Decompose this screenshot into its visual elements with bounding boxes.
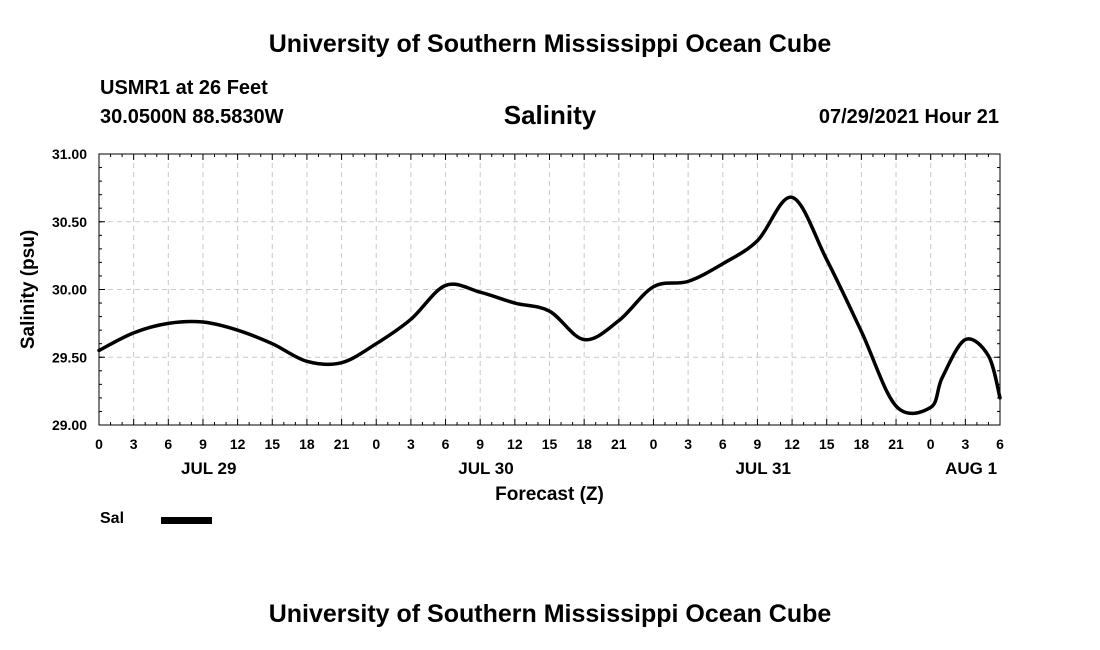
x-tick-label: 9 (754, 436, 762, 452)
x-tick-label: 18 (576, 436, 592, 452)
x-tick-label: 12 (230, 436, 246, 452)
series-line-sal (97, 195, 1002, 416)
x-tick-label: 18 (854, 436, 870, 452)
y-tick-label: 29.50 (52, 349, 87, 365)
x-tick-label: 15 (819, 436, 835, 452)
x-day-label: JUL 30 (458, 459, 513, 478)
x-day-label: AUG 1 (945, 459, 997, 478)
legend-swatch (161, 517, 212, 524)
x-tick-label: 0 (372, 436, 380, 452)
x-tick-label: 0 (927, 436, 935, 452)
station-label: USMR1 at 26 Feet (100, 77, 268, 99)
y-tick-label: 30.50 (52, 214, 87, 230)
y-tick-label: 29.00 (52, 417, 87, 433)
x-day-label: JUL 31 (735, 459, 790, 478)
x-tick-label: 15 (264, 436, 280, 452)
x-tick-label: 3 (407, 436, 415, 452)
x-tick-label: 6 (719, 436, 727, 452)
x-tick-label: 6 (164, 436, 172, 452)
x-tick-label: 21 (334, 436, 350, 452)
x-axis-title: Forecast (Z) (495, 484, 604, 505)
y-axis-title: Salinity (psu) (18, 230, 39, 349)
chart-title: Salinity (503, 100, 597, 130)
forecast-timestamp: 07/29/2021 Hour 21 (818, 106, 999, 128)
station-coordinates: 30.0500N 88.5830W (100, 106, 284, 128)
x-tick-label: 15 (542, 436, 558, 452)
x-tick-label: 3 (684, 436, 692, 452)
x-tick-label: 18 (299, 436, 315, 452)
y-tick-label: 30.00 (52, 282, 87, 298)
x-tick-label: 6 (996, 436, 1004, 452)
x-tick-label: 6 (442, 436, 450, 452)
x-tick-label: 9 (199, 436, 207, 452)
legend-label: Sal (100, 510, 125, 527)
page-title: University of Southern Mississippi Ocean… (268, 30, 832, 58)
x-tick-label: 3 (130, 436, 138, 452)
x-tick-label: 3 (961, 436, 969, 452)
x-day-label: JUL 29 (181, 459, 236, 478)
x-tick-label: 21 (611, 436, 627, 452)
x-tick-label: 9 (476, 436, 484, 452)
x-tick-label: 0 (650, 436, 658, 452)
x-tick-label: 12 (784, 436, 800, 452)
x-tick-label: 12 (507, 436, 523, 452)
footer-title: University of Southern Mississippi Ocean… (268, 600, 832, 628)
y-tick-label: 31.00 (52, 146, 87, 162)
x-tick-label: 21 (888, 436, 904, 452)
x-tick-label: 0 (95, 436, 103, 452)
